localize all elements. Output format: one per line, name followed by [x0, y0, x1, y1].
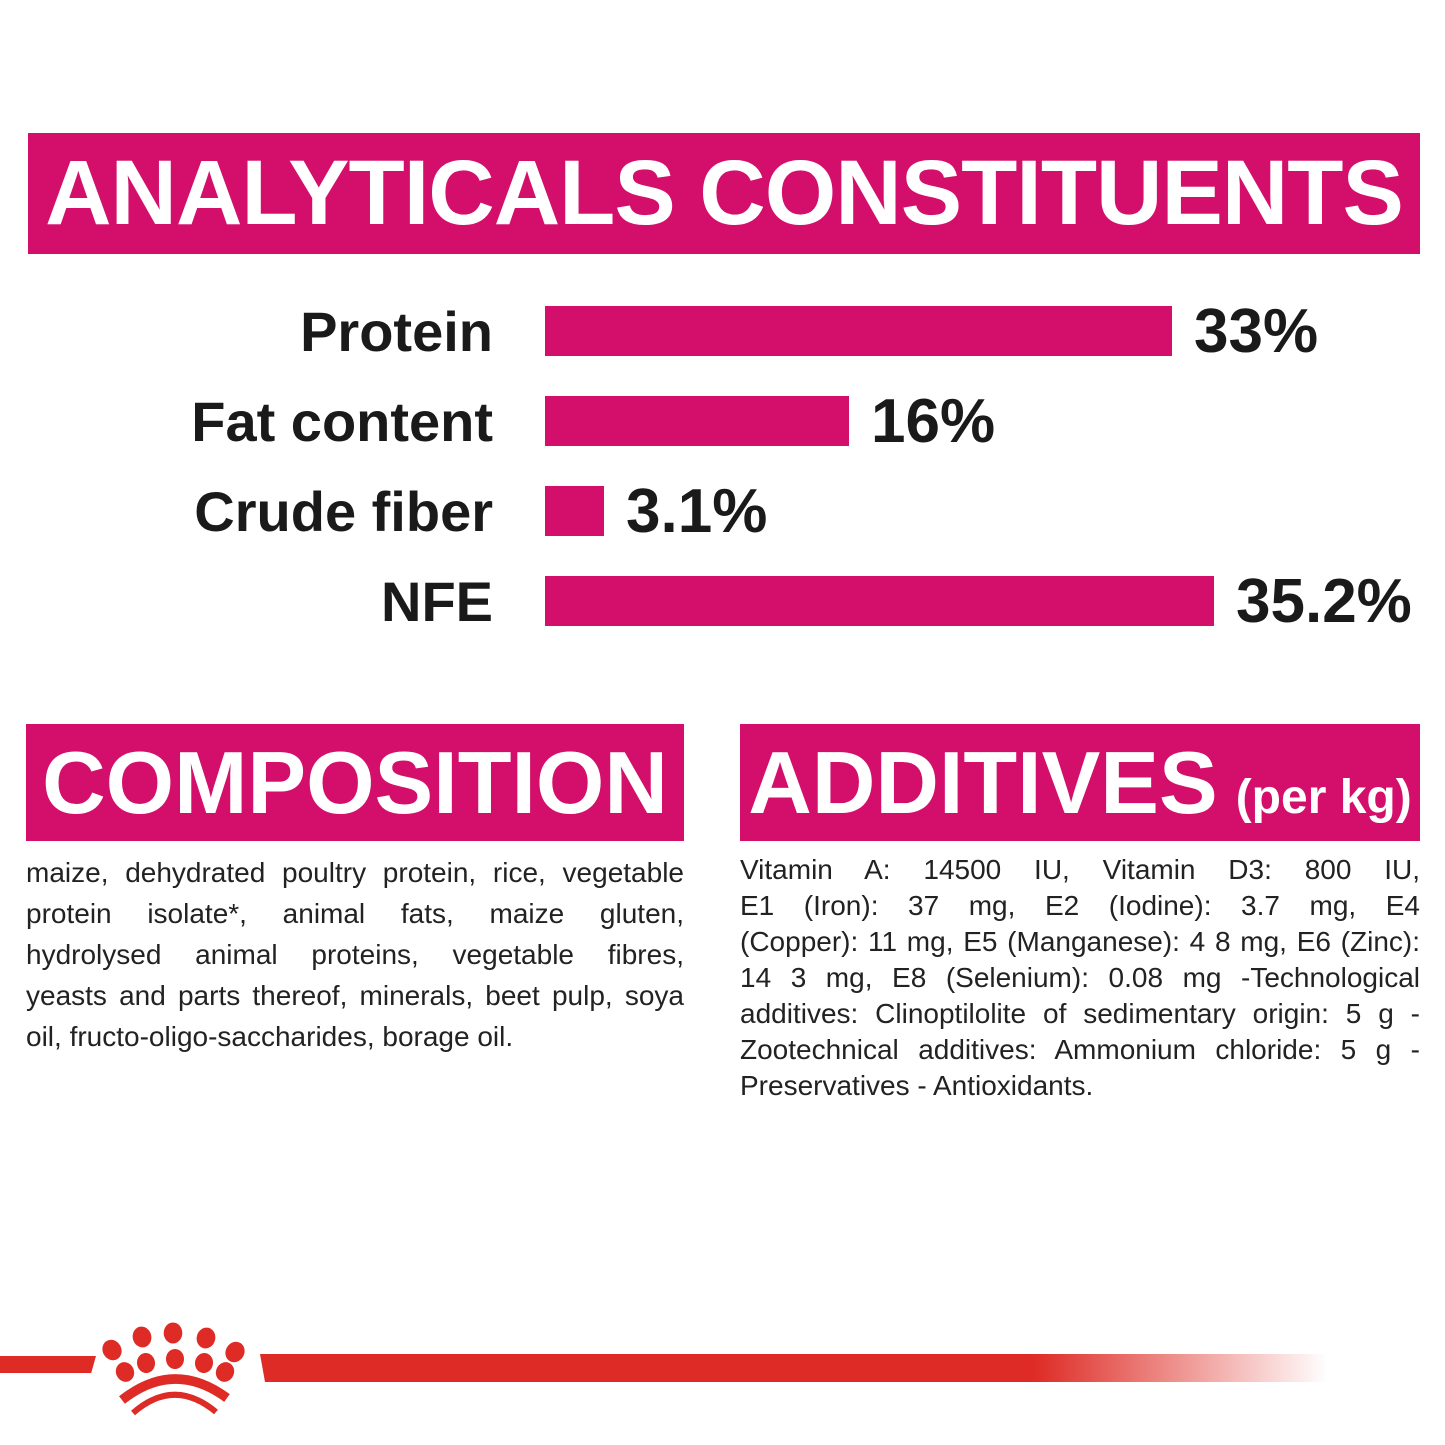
composition-section: COMPOSITION maize, dehydrated poultry pr…	[26, 724, 684, 1057]
chart-bar	[545, 396, 849, 446]
analyticals-header-banner: ANALYTICALS CONSTITUENTS	[28, 133, 1420, 254]
chart-bar	[545, 486, 604, 536]
chart-row: Protein 33%	[0, 297, 1412, 366]
chart-value-label: 3.1%	[626, 476, 768, 546]
chart-bar	[545, 576, 1214, 626]
footer-red-band-right	[260, 1354, 1350, 1382]
additives-title: ADDITIVES	[748, 732, 1218, 832]
text-line: hydrolysed animal proteins, vegetable fi…	[26, 939, 684, 970]
chart-value-label: 33%	[1194, 296, 1319, 366]
chart-category-label: Crude fiber	[194, 479, 493, 543]
additives-banner: ADDITIVES (per kg)	[740, 724, 1420, 841]
chart-category-label: Fat content	[191, 389, 493, 453]
text-line: 14 3 mg, E8 (Selenium): 0.08 mg -Technol…	[740, 962, 1420, 993]
analyticals-title: ANALYTICALS CONSTITUENTS	[45, 142, 1404, 244]
text-line: protein isolate*, animal fats, maize glu…	[26, 898, 684, 929]
text-line: Zootechnical additives: Ammonium chlorid…	[740, 1034, 1420, 1065]
chart-category-label: NFE	[381, 569, 493, 633]
additives-section: ADDITIVES (per kg) Vitamin A: 14500 IU, …	[740, 724, 1420, 1104]
text-line: oil, fructo-oligo-saccharides, borage oi…	[26, 1021, 514, 1052]
text-line: maize, dehydrated poultry protein, rice,…	[26, 857, 684, 888]
text-line: E1 (Iron): 37 mg, E2 (Iodine): 3.7 mg, E…	[740, 890, 1420, 921]
chart-bar	[545, 306, 1172, 356]
text-line: yeasts and parts thereof, minerals, beet…	[26, 980, 684, 1011]
chart-category-label: Protein	[300, 299, 493, 363]
chart-row: Fat content 16%	[0, 387, 1412, 456]
composition-banner: COMPOSITION	[26, 724, 684, 841]
footer-red-band-left	[0, 1356, 96, 1373]
royal-canin-crown-icon	[102, 1322, 245, 1416]
composition-title: COMPOSITION	[42, 732, 668, 832]
composition-text: maize, dehydrated poultry protein, rice,…	[26, 852, 684, 1057]
chart-row: NFE 35.2%	[0, 567, 1412, 636]
chart-value-label: 16%	[871, 386, 996, 456]
text-line: Vitamin A: 14500 IU, Vitamin D3: 800 IU,	[740, 854, 1420, 885]
additives-text: Vitamin A: 14500 IU, Vitamin D3: 800 IU,…	[740, 852, 1420, 1104]
text-line: Preservatives - Antioxidants.	[740, 1070, 1094, 1101]
text-line: (Copper): 11 mg, E5 (Manganese): 4 8 mg,…	[740, 926, 1420, 957]
analyticals-bar-chart: Protein 33% Fat content 16% Crude fiber 3.1% N…	[0, 297, 1412, 666]
additives-title-suffix: (per kg)	[1235, 771, 1412, 824]
chart-row: Crude fiber 3.1%	[0, 477, 1412, 546]
chart-value-label: 35.2%	[1236, 566, 1412, 636]
text-line: additives: Clinoptilolite of sedimentary…	[740, 998, 1420, 1029]
